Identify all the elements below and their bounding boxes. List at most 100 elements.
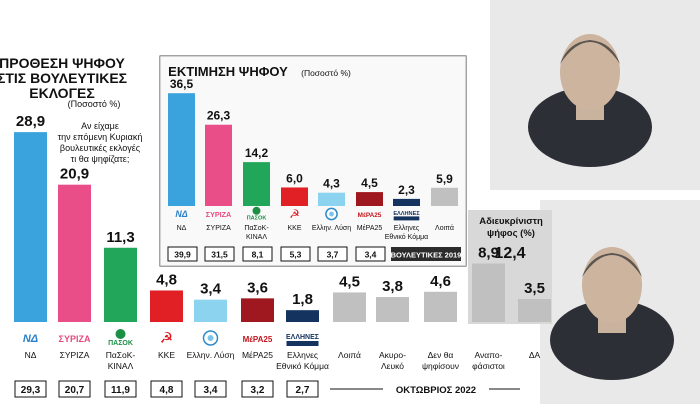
value-label: 28,9 (16, 113, 45, 130)
tick-label: ΠαΣοΚ- (106, 350, 136, 360)
value-label: 3,5 (524, 280, 545, 297)
pasok-sun-icon (252, 206, 261, 215)
bar (518, 299, 551, 322)
value-label: 5,9 (436, 172, 453, 186)
tick-label: ΣΥΡΙΖΑ (206, 225, 231, 232)
previous-value-box (242, 246, 273, 262)
previous-value-label: 29,3 (21, 385, 41, 396)
tick-label: ΜέΡΑ25 (357, 224, 383, 232)
bar (333, 292, 366, 322)
tick-label: ΔΑ (529, 350, 541, 360)
previous-value-label: 20,7 (65, 385, 85, 396)
tick-label: Λοιπά (435, 224, 454, 232)
estimate-title: ΕΚΤΙΜΗΣΗ ΨΗΦΟΥ (168, 64, 288, 79)
tick-label: ΝΔ (25, 350, 37, 360)
previous-value-box (167, 246, 198, 262)
previous-value-box (104, 380, 137, 398)
bar (431, 187, 458, 206)
bar (376, 297, 409, 322)
question-line: τι θα ψηφίζατε; (71, 154, 130, 164)
value-label: 4,5 (361, 176, 378, 190)
tick-label: ΚΚΕ (287, 225, 301, 232)
bar (241, 298, 274, 322)
syriza-logo-icon: ΣΥΡΙΖΑ (59, 334, 91, 344)
value-label: 3,6 (247, 279, 268, 296)
bar (281, 187, 308, 206)
previous-value-label: 2,7 (296, 385, 310, 396)
bar (205, 124, 232, 206)
tick-label: Ακυρο- (379, 350, 406, 360)
previous-value-label: 3,7 (327, 250, 339, 260)
value-label: 8,9 (478, 245, 499, 262)
period-label: ΟΚΤΩΒΡΙΟΣ 2022 (396, 385, 476, 396)
tick-label: Ελλην. Λύση (312, 224, 351, 232)
kke-hammer-sickle-icon: ☭ (160, 329, 173, 347)
previous-value-label: 3,2 (251, 385, 265, 396)
value-label: 6,0 (286, 171, 303, 185)
tick-label: Εθνικό Κόμμα (385, 233, 428, 241)
previous-value-box (194, 380, 227, 398)
pasok-logo-text: ΠΑΣΟΚ (108, 340, 133, 347)
kke-hammer-sickle-icon: ☭ (289, 207, 300, 221)
tick-label: ΠαΣοΚ- (244, 225, 269, 232)
tick-label: ΚΙΝΑΛ (246, 234, 267, 241)
bar (472, 263, 505, 322)
value-label: 4,6 (430, 273, 451, 290)
previous-value-box (58, 380, 91, 398)
bar (286, 310, 319, 322)
bar (150, 290, 183, 322)
value-label: 3,4 (200, 281, 222, 298)
bar (194, 299, 227, 322)
chart-subtitle: (Ποσοστό %) (68, 99, 121, 109)
tick-label: Εθνικό Κόμμα (276, 361, 329, 371)
mera25-logo-icon: ΜέΡΑ25 (243, 335, 273, 344)
previous-value-box (317, 246, 348, 262)
previous-value-box (280, 246, 311, 262)
value-label: 3,8 (382, 278, 403, 295)
estimate-chart: ΕΚΤΙΜΗΣΗ ΨΗΦΟΥ (Ποσοστό %) 36,5 26,3 14,2 6,0… (159, 55, 467, 267)
tick-label: ψηφίσουν (422, 361, 459, 371)
tick-label: Δεν θα (428, 350, 454, 360)
tick-label: ΝΔ (177, 225, 187, 232)
undecided-title-line: ψήφος (%) (487, 228, 535, 239)
question-line: την επόμενη Κυριακή (58, 132, 143, 142)
ellines-logo-icon: ΕΛΛΗΝΕΣ (393, 211, 420, 217)
previous-value-box (355, 246, 386, 262)
bar (58, 184, 91, 322)
previous-value-label: 39,9 (174, 250, 191, 260)
tick-label: Ελλην. Λύση (187, 350, 235, 360)
previous-value-label: 31,5 (211, 250, 228, 260)
bar (318, 192, 345, 206)
previous-value-label: 3,4 (365, 250, 377, 260)
nd-logo-icon: ΝΔ (175, 209, 187, 219)
value-label: 4,8 (156, 271, 177, 288)
value-label: 36,5 (170, 77, 194, 91)
undecided-title-line: Αδιευκρίνιστη (479, 216, 543, 227)
value-label: 4,5 (339, 273, 360, 290)
tick-label: ΣΥΡΙΖΑ (60, 350, 90, 360)
previous-value-label: 3,4 (204, 385, 218, 396)
chart-title-line: ΕΚΛΟΓΕΣ (29, 85, 94, 101)
tick-label: Λοιπά (338, 350, 361, 360)
bar (424, 291, 457, 322)
value-label: 1,8 (292, 291, 313, 308)
value-label: 2,3 (398, 183, 415, 197)
value-label: 4,3 (323, 177, 340, 191)
tick-label: Ελληνες (287, 350, 318, 360)
pasok-sun-icon (115, 329, 126, 339)
photo-bottom-right (540, 200, 700, 404)
period-band (391, 247, 461, 261)
chart-title-line: ΣΤΙΣ ΒΟΥΛΕΥΤΙΚΕΣ (0, 70, 127, 86)
undecided-value: 12,4 (494, 245, 525, 262)
tick-label: Αναπο- (475, 350, 503, 360)
question-line: βουλευτικές εκλογές (60, 143, 141, 153)
tick-label: φάσιστοι (472, 361, 505, 371)
value-label: 26,3 (207, 109, 231, 123)
estimate-period-label: ΒΟΥΛΕΥΤΙΚΕΣ 2019 (391, 251, 462, 260)
value-label: 11,3 (106, 229, 134, 246)
value-label: 14,2 (245, 146, 269, 160)
syriza-logo-icon: ΣΥΡΙΖΑ (206, 210, 231, 219)
